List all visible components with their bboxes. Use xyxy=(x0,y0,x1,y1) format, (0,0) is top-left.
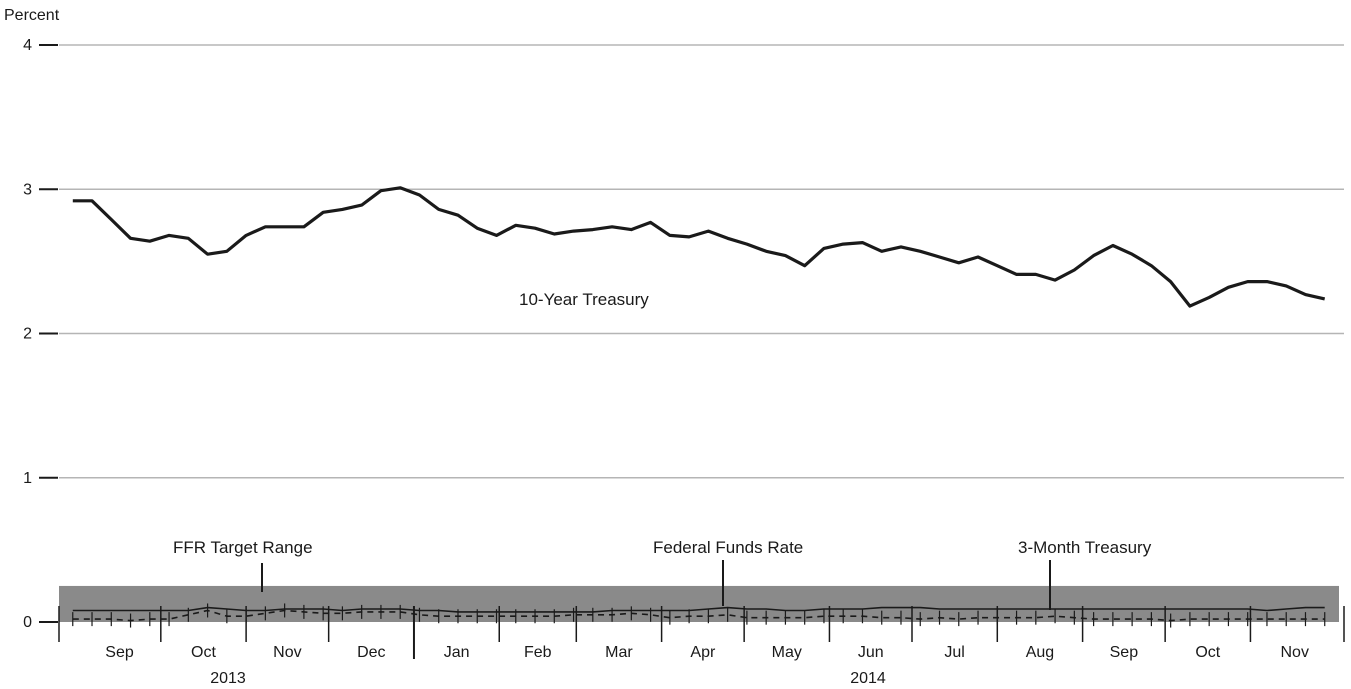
series-10-year-treasury xyxy=(72,186,1326,308)
x-tick-label-feb: Feb xyxy=(524,644,552,661)
y-tick-label-0: 0 xyxy=(23,614,32,631)
three-month-treasury-label: 3-Month Treasury xyxy=(1018,538,1152,557)
x-tick-label-may: May xyxy=(772,644,802,661)
y-tick-label-4: 4 xyxy=(23,37,32,54)
y-tick-label-2: 2 xyxy=(23,326,32,343)
series-federal-funds-rate xyxy=(72,606,1325,613)
y-tick-label-3: 3 xyxy=(23,181,32,198)
ffr-target-range-label: FFR Target Range xyxy=(173,538,313,557)
x-year-label-2014: 2014 xyxy=(850,670,886,687)
x-tick-label-apr: Apr xyxy=(690,644,716,661)
x-year-label-2013: 2013 xyxy=(210,670,246,687)
x-tick-label-aug: Aug xyxy=(1026,644,1054,661)
x-tick-label-nov: Nov xyxy=(273,644,301,661)
x-tick-label-oct: Oct xyxy=(1195,644,1220,661)
ten-year-treasury-label: 10-Year Treasury xyxy=(519,290,649,309)
x-tick-label-jun: Jun xyxy=(858,644,884,661)
y-axis-title: Percent xyxy=(4,7,60,24)
x-tick-label-jul: Jul xyxy=(944,644,964,661)
x-tick-label-oct: Oct xyxy=(191,644,216,661)
x-tick-label-sep: Sep xyxy=(1110,644,1139,661)
federal-funds-rate-label: Federal Funds Rate xyxy=(653,538,804,557)
x-tick-label-dec: Dec xyxy=(357,644,385,661)
series-3-month-treasury xyxy=(72,609,1325,622)
x-tick-label-nov: Nov xyxy=(1280,644,1308,661)
y-tick-label-1: 1 xyxy=(23,470,32,487)
x-tick-label-jan: Jan xyxy=(444,644,470,661)
x-tick-label-mar: Mar xyxy=(605,644,633,661)
x-tick-label-sep: Sep xyxy=(105,644,134,661)
